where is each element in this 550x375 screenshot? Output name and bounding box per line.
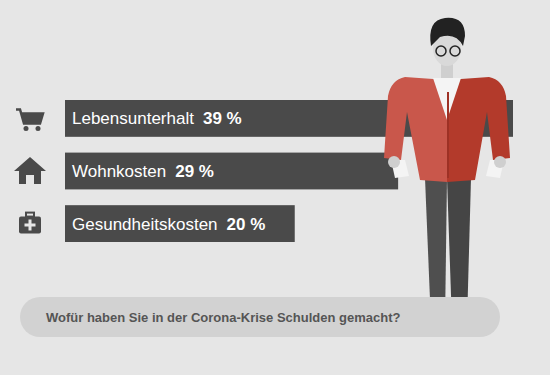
category-icon — [19, 213, 41, 234]
hand — [388, 156, 400, 168]
value-label: 29 % — [175, 162, 214, 181]
chart: Lebensunterhalt 39 % Wohnkosten 29 % Gesundh… — [0, 0, 550, 375]
value-label: 39 % — [203, 109, 242, 128]
jacket-left — [384, 77, 447, 182]
category-label: Wohnkosten — [72, 162, 166, 181]
glasses — [450, 46, 460, 56]
bar-label: Gesundheitskosten 20 % — [72, 215, 265, 234]
bar — [65, 205, 295, 242]
cart-wheel — [24, 126, 29, 131]
bar — [65, 153, 398, 190]
house-icon — [14, 157, 46, 184]
title-box — [20, 297, 500, 337]
bag-handle — [26, 213, 34, 217]
bar-label: Lebensunterhalt 39 % — [72, 109, 242, 128]
cart-icon — [16, 109, 43, 123]
hand — [494, 156, 506, 168]
neck — [441, 64, 453, 80]
bar-labels: Lebensunterhalt 39 % Wohnkosten 29 % Gesundh… — [72, 109, 265, 233]
category-icon — [14, 157, 46, 184]
jacket-seam — [447, 92, 449, 178]
bag-icon — [19, 217, 41, 234]
value-label: 20 % — [227, 215, 266, 234]
glasses — [436, 46, 446, 56]
man-figure — [384, 18, 510, 330]
hair — [430, 18, 465, 46]
bar-label: Wohnkosten 29 % — [72, 162, 214, 181]
jacket-right — [447, 77, 510, 182]
title: Wofür haben Sie in der Corona-Krise Schu… — [46, 310, 400, 325]
cart-wheel — [36, 126, 41, 131]
category-label: Gesundheitskosten — [72, 215, 218, 234]
cart-basket — [22, 113, 43, 123]
category-icon — [16, 109, 43, 131]
category-label: Lebensunterhalt — [72, 109, 194, 128]
background — [0, 0, 550, 375]
bag-cross — [25, 220, 36, 231]
